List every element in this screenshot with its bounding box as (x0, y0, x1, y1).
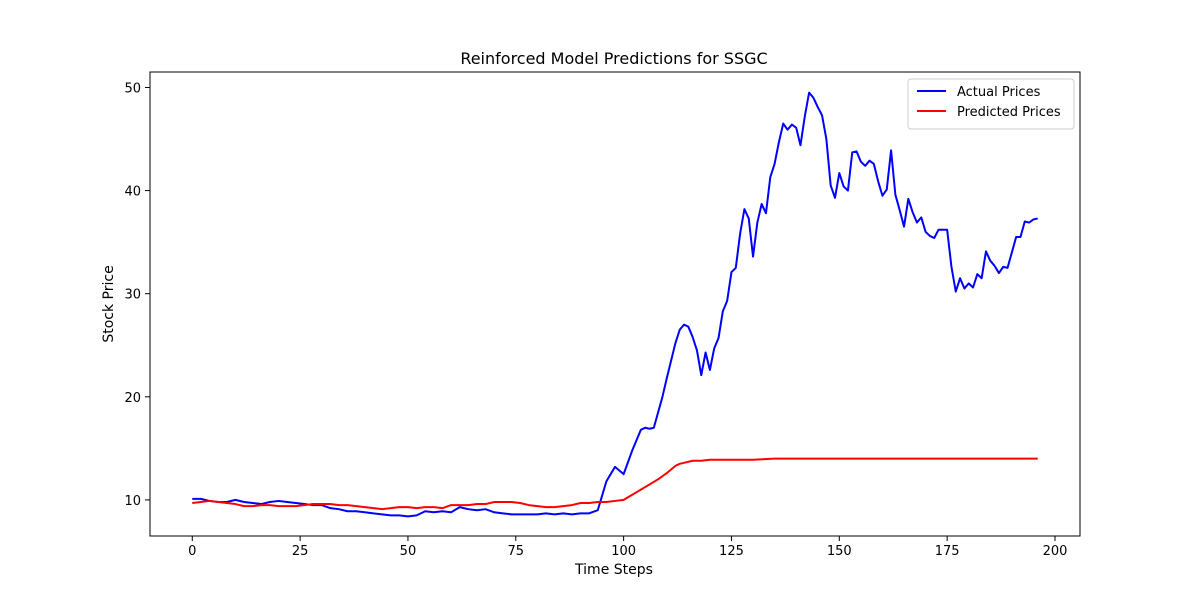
y-tick-label: 50 (124, 81, 141, 96)
x-tick-label: 200 (1043, 544, 1068, 559)
legend-box (907, 78, 1075, 130)
x-tick-label: 100 (611, 544, 636, 559)
plot-area (149, 71, 1081, 537)
legend-label-actual-prices: Actual Prices (957, 85, 1041, 100)
x-tick-label: 0 (188, 544, 196, 559)
series-line-actual-prices (192, 91, 1038, 518)
series-line-predicted-prices (192, 457, 1038, 511)
x-axis: 0 25 50 75 100 125 150 175 200 (188, 536, 1067, 559)
x-tick-label: 125 (719, 544, 744, 559)
series-layer (192, 91, 1038, 518)
chart-title: Reinforced Model Predictions for SSGC (460, 49, 767, 68)
x-tick-label: 175 (935, 544, 960, 559)
x-tick-label: 150 (827, 544, 852, 559)
axes-frame (149, 71, 1081, 537)
y-tick-label: 30 (124, 288, 141, 303)
x-axis-label: Time Steps (574, 562, 653, 578)
legend-label-predicted-prices: Predicted Prices (957, 105, 1061, 120)
x-tick-label: 25 (292, 544, 309, 559)
x-tick-label: 50 (400, 544, 417, 559)
y-axis: 10 20 30 40 50 (124, 81, 150, 509)
x-tick-label: 75 (508, 544, 525, 559)
legend: Actual Prices Predicted Prices (907, 78, 1075, 130)
y-tick-label: 40 (124, 185, 141, 200)
y-axis-label: Stock Price (101, 265, 117, 342)
y-tick-label: 10 (124, 494, 141, 509)
y-tick-label: 20 (124, 391, 141, 406)
